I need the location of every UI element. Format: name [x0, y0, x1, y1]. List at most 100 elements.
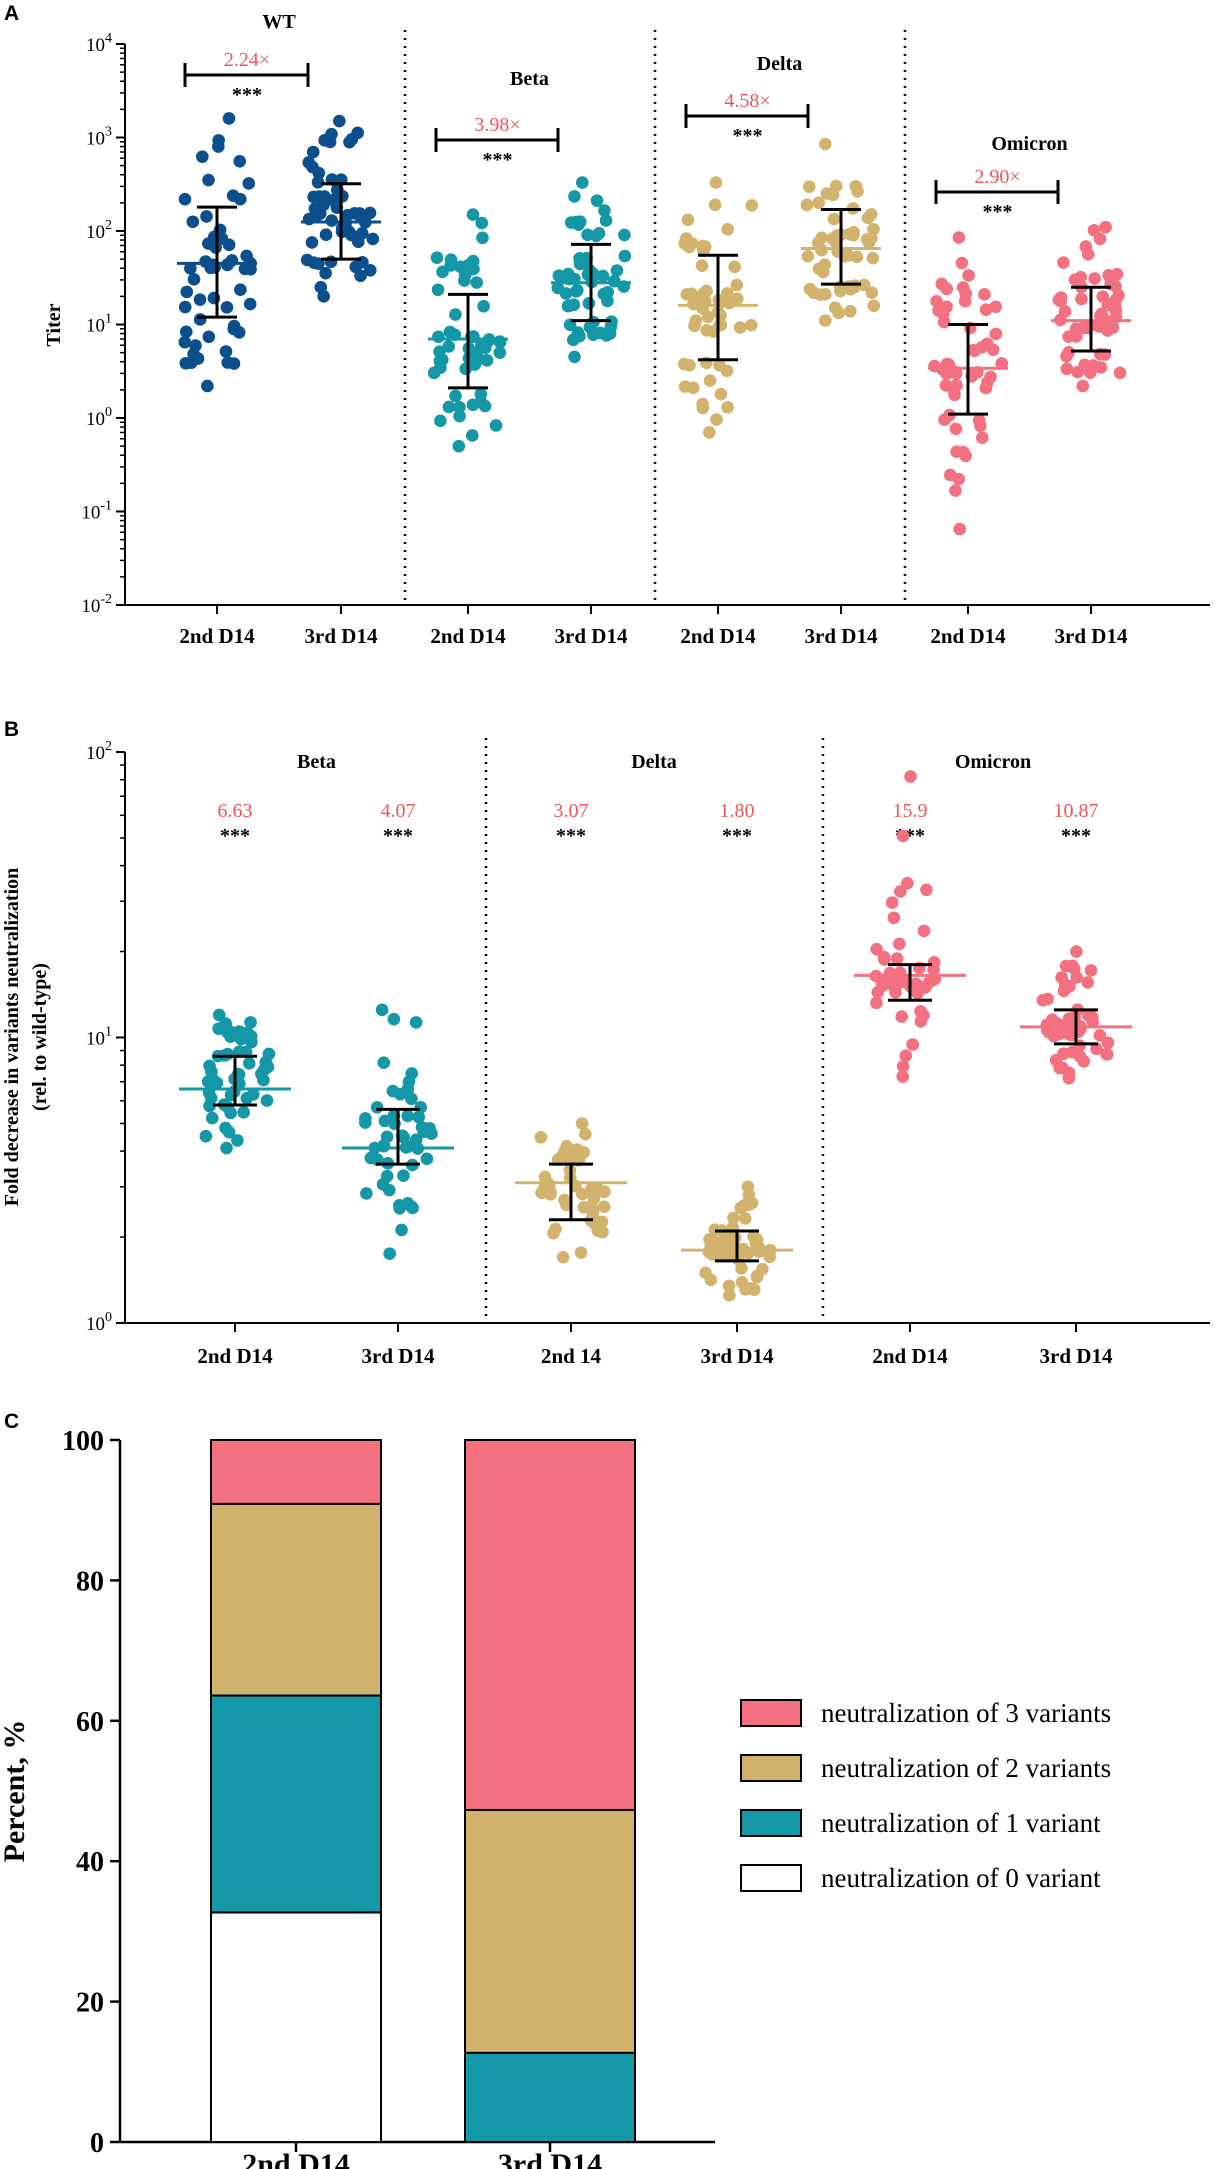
- panel-a-wt-2nd-d14-data-point: [234, 283, 247, 296]
- panel-b-omicron-3rd-d14-data-point: [1073, 1050, 1087, 1063]
- panel-c-legend-label-neutralization-of-2-variants: neutralization of 2 variants: [821, 1753, 1111, 1783]
- panel-a-beta-3rd-d14-data-point: [568, 350, 581, 364]
- panel-b-omicron-3rd-d14-fold: 10.87: [1054, 800, 1099, 822]
- panel-c-y-tick-label: 20: [76, 1988, 104, 2019]
- panel-b-beta-2nd-d14-data-point: [257, 1073, 270, 1087]
- panel-b-delta-2nd-14-data-point: [538, 1170, 552, 1184]
- panel-b-omicron-2nd-d14-data-point: [890, 952, 904, 965]
- panel-a-omicron-2nd-d14-data-point: [979, 381, 993, 395]
- panel-b-omicron-3rd-d14-data-point: [1062, 1066, 1076, 1080]
- panel-c-legend-label-neutralization-of-3-variants: neutralization of 3 variants: [821, 1698, 1111, 1728]
- panel-a-omicron-2nd-d14-data-point: [928, 359, 941, 373]
- panel-a-x-tick-label: 2nd D14: [930, 624, 1006, 648]
- panel-a-beta-2nd-d14-data-point: [452, 439, 466, 453]
- panel-a-beta-3rd-d14-data-point: [582, 297, 596, 310]
- panel-a-omicron-2nd-d14-data-point: [940, 282, 954, 296]
- panel-a-omicron-2nd-d14-data-point: [949, 422, 963, 436]
- panel-a-delta-3rd-d14-data-point: [865, 231, 878, 245]
- panel-a-delta-3rd-d14-data-point: [847, 225, 860, 239]
- panel-a-omicron-3rd-d14-data-point: [1094, 309, 1107, 322]
- panel-a-omicron-3rd-d14-data-point: [1060, 350, 1073, 363]
- panel-a-beta-2nd-d14-data-point: [432, 330, 445, 344]
- panel-a-delta-3rd-d14-data-point: [800, 198, 814, 212]
- panel-b-beta-3rd-d14-data-point: [397, 1130, 410, 1144]
- panel-a-omicron-3rd-d14-data-point: [1057, 256, 1070, 269]
- panel-b-beta-3rd-d14-data-point: [401, 1082, 415, 1096]
- panel-b-omicron-3rd-d14-data-point: [1046, 1013, 1059, 1026]
- panel-a-omicron-3rd-d14-data-point: [1076, 379, 1090, 393]
- panel-b-omicron-3rd-d14-significance: ***: [1061, 825, 1091, 847]
- panel-a-y-tick-label: 10-1: [81, 499, 112, 524]
- panel-b-beta-3rd-d14-data-point: [377, 1056, 391, 1070]
- panel-a-omicron-2nd-d14-data-point: [962, 269, 975, 282]
- panel-b-delta-3rd-d14-data-point: [722, 1289, 736, 1302]
- panel-c-bar-2nd-d14-neutralization-of-3-variants: [210, 1439, 382, 1505]
- panel-a-x-tick-label: 2nd D14: [430, 624, 506, 648]
- panel-a-omicron-2nd-d14-data-point: [980, 337, 994, 351]
- panel-a-beta-2nd-d14-data-point: [442, 340, 456, 353]
- panel-a-beta-2nd-d14-data-point: [434, 414, 447, 428]
- panel-a-omicron-2nd-d14-data-point: [948, 388, 961, 402]
- panel-a-delta-2nd-d14-data-point: [700, 284, 713, 298]
- panel-b-delta-2nd-14-data-point: [575, 1187, 589, 1201]
- panel-a-beta-3rd-d14-data-point: [598, 204, 611, 217]
- panel-b-beta-3rd-d14-data-point: [377, 1139, 391, 1153]
- panel-c-legend-swatch-neutralization-of-2-variants: [740, 1754, 802, 1782]
- panel-a-delta-2nd-d14-data-point: [696, 397, 709, 411]
- panel-a-wt-2nd-d14-data-point: [242, 177, 256, 190]
- panel-c-legend-swatch-neutralization-of-1-variant: [740, 1809, 802, 1837]
- panel-c-bar-2nd-d14-neutralization-of-0-variant: [210, 1911, 382, 2144]
- panel-a-omicron-2nd-d14-data-point: [959, 449, 972, 463]
- panel-a-beta-title: Beta: [510, 68, 549, 90]
- panel-a-y-tick-label: 10-2: [81, 592, 112, 617]
- panel-letter-c: C: [4, 1410, 19, 1433]
- panel-a-wt-2nd-d14-data-point: [222, 112, 236, 125]
- panel-a-omicron-2nd-d14-data-point: [989, 300, 1002, 314]
- panel-a-wt-3rd-d14-data-point: [343, 135, 356, 149]
- panel-b-omicron-2nd-d14-data-point: [896, 1070, 910, 1083]
- panel-a-beta-2nd-d14-data-point: [427, 366, 441, 380]
- panel-a-beta-3rd-d14-data-point: [564, 216, 578, 229]
- panel-a-omicron-2nd-d14-data-point: [989, 327, 1003, 341]
- panel-a-omicron-3rd-d14-data-point: [1110, 267, 1124, 281]
- panel-a-omicron-3rd-d14-data-point: [1108, 298, 1122, 311]
- panel-a-delta-2nd-d14-data-point: [720, 364, 734, 378]
- panel-a-y-tick-label: 104: [86, 31, 112, 56]
- panel-b-x-tick-label: 2nd D14: [872, 1344, 948, 1368]
- panel-b-beta-2nd-d14-data-point: [220, 1141, 233, 1155]
- panel-a-wt-2nd-d14-data-point: [191, 352, 205, 365]
- panel-a-delta-3rd-d14-data-point: [861, 211, 875, 225]
- panel-a-delta-3rd-d14-data-point: [865, 286, 879, 299]
- panel-a-beta-2nd-d14-data-point: [480, 354, 494, 367]
- panel-a-delta-3rd-d14-data-point: [812, 262, 826, 276]
- panel-a-omicron-3rd-d14-data-point: [1101, 323, 1114, 336]
- panel-a-omicron-2nd-d14-data-point: [975, 431, 989, 445]
- panel-b-beta-2nd-d14-data-point: [244, 1016, 257, 1029]
- panel-a-wt-2nd-d14-data-point: [189, 339, 202, 352]
- panel-a-delta-3rd-d14-data-point: [826, 232, 839, 246]
- panel-b-beta-3rd-d14-data-point: [395, 1223, 408, 1237]
- panel-c-legend-swatch-neutralization-of-0-variant: [740, 1864, 802, 1892]
- panel-b-beta-3rd-d14-data-point: [414, 1101, 428, 1114]
- panel-a-delta-3rd-d14-data-point: [818, 137, 832, 151]
- panel-a-wt-3rd-d14-data-point: [306, 145, 320, 159]
- panel-a-beta-2nd-d14-data-point: [493, 346, 507, 359]
- panel-b-delta-2nd-14-data-point: [579, 1127, 592, 1141]
- panel-b-delta-2nd-14-data-point: [597, 1200, 611, 1214]
- panel-a-wt-3rd-d14-data-point: [313, 207, 327, 220]
- panel-a-omicron-title: Omicron: [991, 133, 1067, 155]
- panel-a-wt-2nd-d14-data-point: [187, 273, 201, 286]
- panel-a-wt-2nd-d14-data-point: [193, 313, 207, 326]
- panel-b-beta-3rd-d14-data-point: [401, 1109, 414, 1123]
- panel-a-beta-3rd-d14-data-point: [610, 264, 624, 277]
- panel-b-beta-2nd-d14-data-point: [262, 1047, 276, 1061]
- panel-a-omicron-2nd-d14-data-point: [952, 231, 966, 244]
- panel-a-omicron-2nd-d14-data-point: [938, 413, 951, 426]
- panel-a-x-tick-label: 3rd D14: [1055, 624, 1128, 648]
- panel-b-omicron-2nd-d14-data-point: [877, 950, 891, 964]
- panel-a-omicron-2nd-d14-data-point: [950, 378, 963, 392]
- panel-a-x-tick-label: 2nd D14: [179, 624, 255, 648]
- panel-a-wt-2nd-d14-data-point: [227, 319, 241, 333]
- panel-b-omicron-3rd-d14-data-point: [1093, 1029, 1107, 1042]
- panel-b-delta-3rd-d14-data-point: [735, 1275, 749, 1289]
